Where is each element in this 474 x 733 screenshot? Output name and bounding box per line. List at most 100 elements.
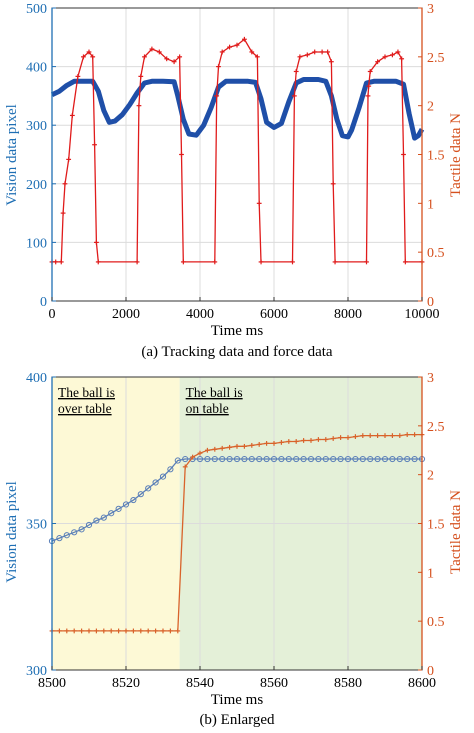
vision-point: [108, 510, 115, 517]
tactile-point: [360, 433, 366, 438]
tactile-point: [271, 441, 277, 446]
y-right-tick-label: 0: [427, 664, 434, 679]
tactile-point: [256, 441, 262, 447]
vision-point: [248, 455, 255, 463]
tactile-point: [412, 432, 417, 438]
tactile-point: [249, 49, 255, 55]
region-label-on-table: on table: [186, 401, 229, 416]
region-label-on-table: The ball is: [186, 385, 243, 400]
tactile-point: [297, 54, 303, 60]
x-tick-label: 4000: [186, 307, 214, 322]
y-left-tick-label: 100: [26, 236, 47, 251]
tactile-point: [66, 156, 72, 162]
tactile-point: [216, 64, 221, 69]
x-tick-label: 0: [49, 307, 56, 322]
tactile-point: [62, 181, 68, 187]
tactile-point: [234, 42, 240, 48]
vision-point: [71, 529, 78, 536]
tactile-point: [123, 628, 129, 634]
tactile-point: [138, 628, 144, 634]
chart-b: 8500 8520 8540 8560 8580 8600 300 350 400 0 0.5 1 1.…: [4, 371, 464, 728]
tactile-point: [399, 56, 405, 62]
vision-point: [137, 491, 144, 498]
y-right-tick-label: 3: [427, 2, 434, 17]
vision-point: [330, 455, 337, 463]
vision-point: [300, 455, 307, 463]
tactile-point: [60, 210, 66, 216]
tactile-point: [319, 49, 325, 55]
tactile-point: [134, 259, 140, 265]
tactile-point: [264, 441, 269, 446]
vision-point: [182, 455, 189, 463]
x-tick-label: 8520: [112, 676, 140, 691]
x-axis-label-b: Time ms: [211, 692, 264, 708]
x-tick-label: 2000: [112, 307, 140, 322]
region-label-over-table: over table: [58, 401, 112, 416]
y-left-tick-label: 300: [26, 664, 47, 679]
tactile-point: [301, 438, 306, 443]
tactile-point: [145, 628, 151, 634]
tactile-point: [219, 49, 225, 55]
vision-point: [204, 455, 211, 463]
tactile-point: [338, 435, 343, 440]
caption-a: (a) Tracking data and force data: [141, 344, 333, 360]
tactile-point: [390, 52, 395, 58]
tactile-point: [242, 443, 247, 449]
tactile-point: [258, 259, 264, 265]
tactile-point: [227, 444, 232, 450]
tactile-point: [286, 439, 292, 444]
vision-point: [263, 455, 270, 463]
vision-point: [389, 455, 396, 463]
tactile-point: [116, 628, 121, 634]
tactile-point: [345, 435, 351, 440]
y-right-tick-label: 0: [427, 295, 434, 310]
vision-series-line: [50, 77, 425, 141]
tactile-point: [214, 93, 220, 99]
tactile-point: [136, 103, 142, 109]
vision-point: [100, 514, 107, 521]
tactile-point: [92, 142, 97, 148]
tactile-point: [138, 73, 144, 79]
tactile-point: [304, 52, 310, 58]
vision-point: [411, 455, 418, 463]
vision-point: [56, 535, 63, 542]
tactile-point: [179, 152, 184, 157]
region-label-over-table: The ball is: [58, 385, 115, 400]
tactile-point: [64, 628, 70, 634]
tactile-point: [219, 445, 225, 451]
vision-point: [159, 473, 167, 480]
tactile-point: [75, 73, 81, 79]
vision-point: [167, 466, 174, 473]
tactile-point: [212, 259, 218, 265]
vision-point: [337, 455, 344, 463]
x-tick-label: 8500: [38, 676, 66, 691]
y-left-tick-label: 0: [40, 295, 47, 310]
tactile-point: [81, 54, 86, 60]
y-right-tick-label: 0.5: [427, 615, 445, 630]
vision-point: [344, 455, 352, 463]
y-axis-label-right-a: Tactile data N: [448, 113, 464, 197]
vision-point: [278, 455, 285, 463]
tactile-point: [332, 259, 338, 265]
vision-point: [78, 526, 85, 533]
vision-point: [174, 457, 181, 464]
tactile-point: [367, 433, 373, 438]
tactile-point: [168, 628, 173, 634]
chart-a: 0 2000 4000 6000 8000 10000010020030040050000…: [4, 2, 464, 360]
tactile-point: [375, 59, 380, 65]
tactile-point: [171, 59, 177, 65]
y-left-tick-label: 400: [26, 61, 47, 76]
tactile-point: [149, 46, 155, 52]
tactile-point: [58, 259, 64, 265]
y-left-tick-label: 300: [26, 119, 47, 134]
vision-point: [152, 479, 159, 486]
tactile-point: [164, 56, 170, 62]
y-right-tick-label: 1: [427, 197, 434, 212]
tactile-point: [182, 464, 188, 470]
tactile-point: [375, 433, 380, 438]
tactile-point: [234, 443, 240, 449]
vision-point: [359, 455, 366, 463]
tactile-point: [312, 49, 318, 55]
y-right-tick-label: 2: [427, 100, 434, 115]
